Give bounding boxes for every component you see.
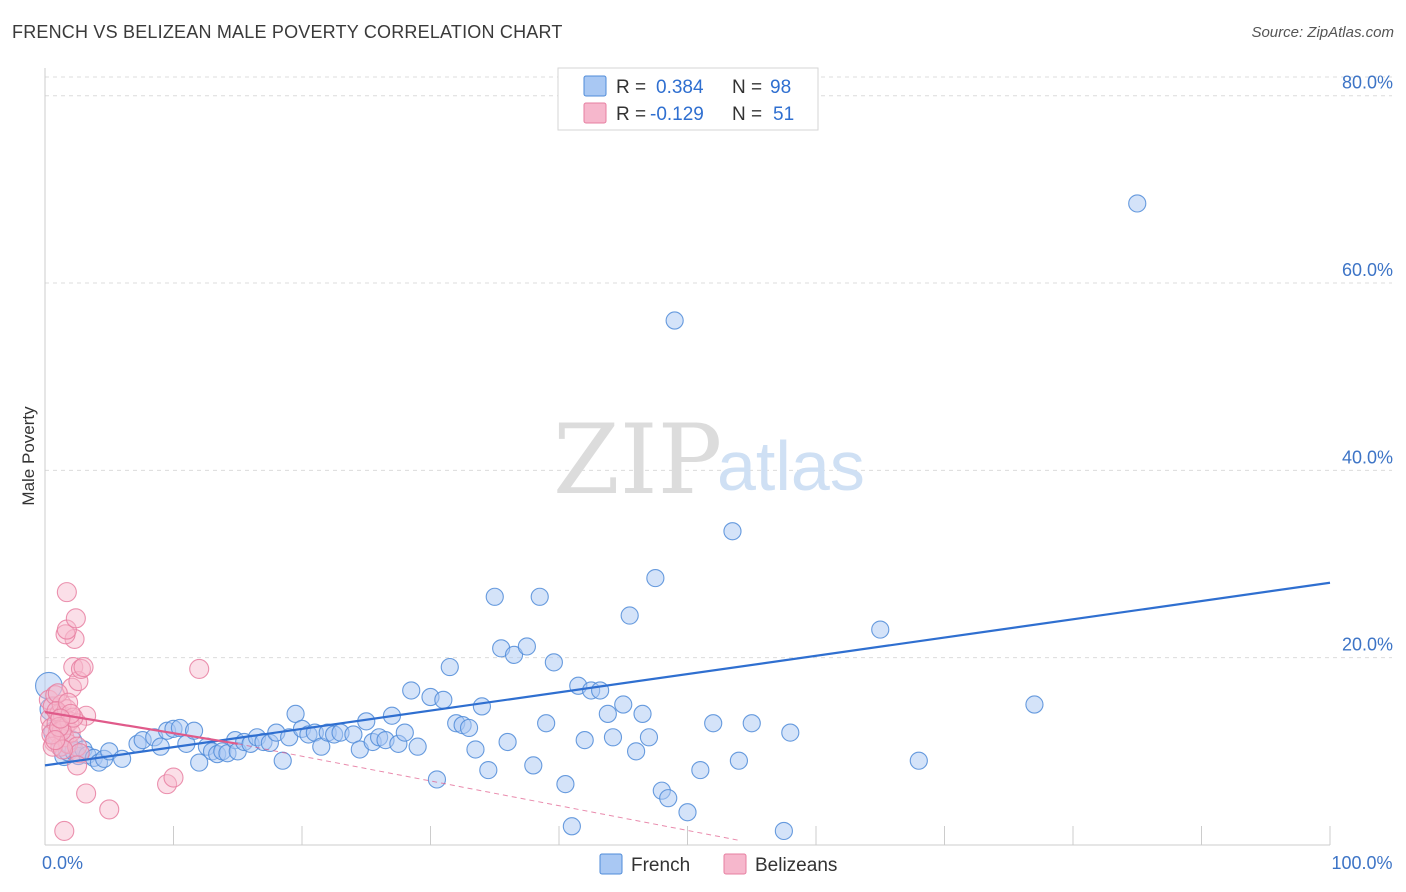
french-point [742, 714, 761, 733]
french-point [402, 681, 421, 700]
french-point [1025, 695, 1044, 714]
belizean-trend-extension [237, 743, 739, 841]
belizean-point [65, 608, 86, 629]
french-point [434, 690, 453, 709]
belizean-point [189, 658, 210, 679]
legend-r-label-2: R = [616, 104, 646, 125]
french-point [723, 522, 742, 541]
french-point [678, 803, 697, 822]
legend-r-value-2: -0.129 [650, 104, 704, 125]
french-point [504, 645, 524, 664]
bottom-legend-swatch-belizean [723, 853, 747, 875]
ticks-layer: 20.0% 40.0% 60.0% 80.0% 0.0% 100.0% [42, 73, 1393, 873]
grid-layer [45, 76, 1392, 659]
french-point [646, 568, 665, 588]
french-point [704, 714, 723, 733]
french-point [544, 653, 563, 672]
french-point [472, 697, 492, 716]
belizean-point [99, 799, 120, 820]
french-point [633, 704, 652, 723]
trend-layer [44, 581, 1331, 841]
french-point [659, 789, 678, 808]
french-point [781, 723, 800, 742]
french-point [395, 723, 414, 742]
french-point [440, 657, 459, 677]
watermark-zip: ZIP [553, 404, 722, 516]
french-point [459, 718, 479, 738]
french-point [537, 714, 556, 733]
french-point [151, 737, 170, 756]
series-legend: French Belizeans [599, 853, 837, 876]
belizean-point [76, 783, 97, 804]
legend-n-value-1: 98 [770, 77, 791, 98]
legend-swatch-french [583, 75, 607, 97]
series-layer [35, 194, 1147, 842]
bottom-legend-label-french: French [631, 855, 690, 876]
french-point [614, 695, 633, 714]
french-point [871, 620, 890, 639]
legend-n-label-1: N = [732, 77, 762, 98]
french-point [427, 770, 447, 789]
belizean-point [56, 582, 77, 603]
stats-legend: R = 0.384 N = 98 R = -0.129 N = 51 [557, 67, 819, 131]
belizean-point [41, 724, 62, 745]
belizean-point [69, 743, 90, 764]
y-axis-label: Male Poverty [19, 406, 38, 506]
watermark-atlas: atlas [717, 427, 865, 505]
y-tick-label: 60.0% [1342, 260, 1393, 280]
french-point [466, 740, 485, 759]
source-label: Source: ZipAtlas.com [1251, 24, 1394, 41]
belizean-point [54, 820, 75, 842]
french-point [556, 775, 575, 794]
belizean-point [50, 708, 71, 729]
y-tick-label: 20.0% [1342, 635, 1393, 655]
french-point [639, 728, 659, 747]
french-point [691, 760, 710, 780]
french-point [190, 753, 209, 772]
y-tick-label: 80.0% [1342, 73, 1393, 93]
legend-r-label-1: R = [616, 77, 646, 98]
french-point [575, 731, 594, 750]
french-point [517, 637, 536, 656]
french-point [774, 821, 793, 841]
chart-title: FRENCH VS BELIZEAN MALE POVERTY CORRELAT… [12, 22, 563, 42]
legend-n-label-2: N = [732, 104, 762, 125]
french-point [591, 681, 610, 700]
french-point [626, 742, 646, 761]
legend-swatch-belizean [583, 102, 607, 124]
french-point [498, 732, 517, 752]
french-point [665, 311, 684, 330]
belizean-point [163, 767, 184, 788]
belizean-point [49, 716, 70, 738]
french-point [479, 760, 498, 780]
french-point [280, 728, 299, 747]
belizean-point [67, 755, 88, 776]
bottom-legend-label-belizean: Belizeans [755, 855, 837, 876]
french-point [620, 606, 639, 625]
belizean-point [73, 656, 94, 678]
french-point [909, 751, 928, 770]
french-point [530, 587, 549, 606]
belizean-trend-line [44, 710, 238, 745]
french-point [408, 737, 427, 756]
french-point [524, 756, 543, 775]
legend-n-value-2: 51 [773, 104, 794, 125]
watermark: ZIP atlas [553, 404, 865, 516]
french-point [485, 587, 504, 606]
x-tick-label: 0.0% [42, 853, 83, 873]
french-point [1128, 194, 1147, 213]
french-point [562, 817, 581, 836]
french-point [273, 751, 292, 770]
x-tick-label: 100.0% [1331, 853, 1392, 873]
y-tick-label: 40.0% [1342, 447, 1393, 467]
french-point [603, 728, 623, 747]
belizean-point [45, 730, 66, 751]
legend-r-value-1: 0.384 [656, 77, 704, 98]
french-point [598, 704, 617, 723]
french-trend-line [44, 581, 1331, 767]
french-point [729, 751, 749, 770]
bottom-legend-swatch-french [599, 853, 623, 875]
